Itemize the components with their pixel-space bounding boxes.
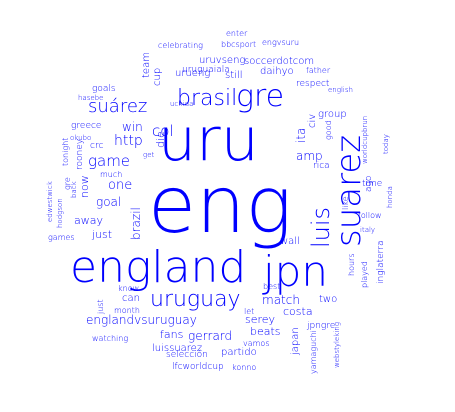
word: away <box>74 214 103 227</box>
word: can <box>122 293 140 304</box>
word: game <box>88 152 130 170</box>
word: konno <box>232 363 256 372</box>
word: still <box>225 70 242 81</box>
word: wall <box>280 236 300 247</box>
word: engvsuru <box>262 38 299 47</box>
word: col <box>152 122 174 140</box>
word: bbcsport <box>221 40 256 49</box>
word: match <box>262 293 300 307</box>
word: celebrating <box>158 41 203 50</box>
word: serey <box>245 313 275 326</box>
word: today <box>382 134 390 154</box>
word: okubo <box>70 134 91 142</box>
word: worldcupbrun <box>361 116 369 164</box>
word: ita <box>294 128 308 143</box>
word: goal <box>96 195 121 209</box>
word: italy <box>360 226 375 234</box>
word: played <box>360 261 369 288</box>
word: team <box>141 52 152 78</box>
word: watching <box>92 334 128 343</box>
word: http <box>114 133 143 149</box>
word: rooney <box>75 139 85 170</box>
word: jpn <box>262 247 328 296</box>
word: england <box>70 242 246 293</box>
word: hasebe <box>78 94 103 102</box>
word: lfcworldcup <box>172 362 224 372</box>
word: like <box>341 196 350 210</box>
word: let <box>244 307 254 316</box>
word: get <box>143 151 155 159</box>
word: respect <box>296 79 330 89</box>
word: just <box>91 228 112 241</box>
word: suarez <box>329 135 369 247</box>
word: hodgson <box>56 198 64 228</box>
word: jpngre <box>306 321 335 331</box>
word: games <box>48 233 75 242</box>
word: uruvseng <box>199 55 245 66</box>
word: webstyleking <box>333 322 341 368</box>
word: urueng <box>175 68 210 79</box>
word: gre <box>63 177 72 190</box>
word: english <box>328 86 353 94</box>
word: vamos <box>243 339 270 348</box>
word: uchida <box>170 100 193 108</box>
word: brazil <box>129 207 143 240</box>
word: inglaterra <box>376 240 386 284</box>
word: group <box>318 109 347 120</box>
word: follow <box>358 211 382 220</box>
word: luis <box>307 207 335 248</box>
word: costa <box>283 305 313 318</box>
word: greece <box>71 121 101 131</box>
word: gerrard <box>188 329 232 343</box>
word: uru <box>158 105 259 175</box>
word: gre <box>236 79 284 114</box>
word: tonight <box>61 138 70 166</box>
word: enter <box>226 29 248 38</box>
word: soccerdotcom <box>244 56 314 67</box>
word: brasil <box>177 86 237 111</box>
word: daihyo <box>260 66 294 77</box>
word: englandvsuruguay <box>86 313 197 327</box>
word: uruguaiala <box>182 65 230 75</box>
word: selección <box>166 349 208 360</box>
word: one <box>108 178 132 193</box>
word: win <box>122 120 143 134</box>
word: month <box>114 306 140 315</box>
word: amp <box>296 149 323 163</box>
word: much <box>100 170 122 179</box>
word: two <box>319 294 337 305</box>
word: uruguay <box>150 287 241 312</box>
word: now <box>78 175 91 198</box>
word: eng <box>148 161 292 251</box>
word: honda <box>386 186 394 208</box>
word: know <box>118 284 139 293</box>
word: fans <box>160 328 183 341</box>
word: yamaguchi <box>309 330 318 374</box>
word: partido <box>221 347 257 358</box>
word: back <box>70 181 78 198</box>
word: best <box>263 282 280 291</box>
word: luissuarez <box>152 343 202 354</box>
word: die <box>154 131 167 148</box>
word: civ <box>307 114 318 128</box>
word: ago <box>364 176 374 192</box>
word: rica <box>313 161 330 171</box>
word: just <box>96 299 105 315</box>
word: japan <box>290 327 301 356</box>
word: goals <box>92 84 116 94</box>
word: good <box>324 120 333 140</box>
word: father <box>306 66 331 75</box>
word: crc <box>90 141 103 151</box>
word: time <box>362 179 382 189</box>
word: edwestwick <box>46 181 54 222</box>
word: hours <box>347 254 356 277</box>
word: suárez <box>88 96 147 117</box>
word: beats <box>250 325 281 338</box>
word: cup <box>152 68 163 86</box>
